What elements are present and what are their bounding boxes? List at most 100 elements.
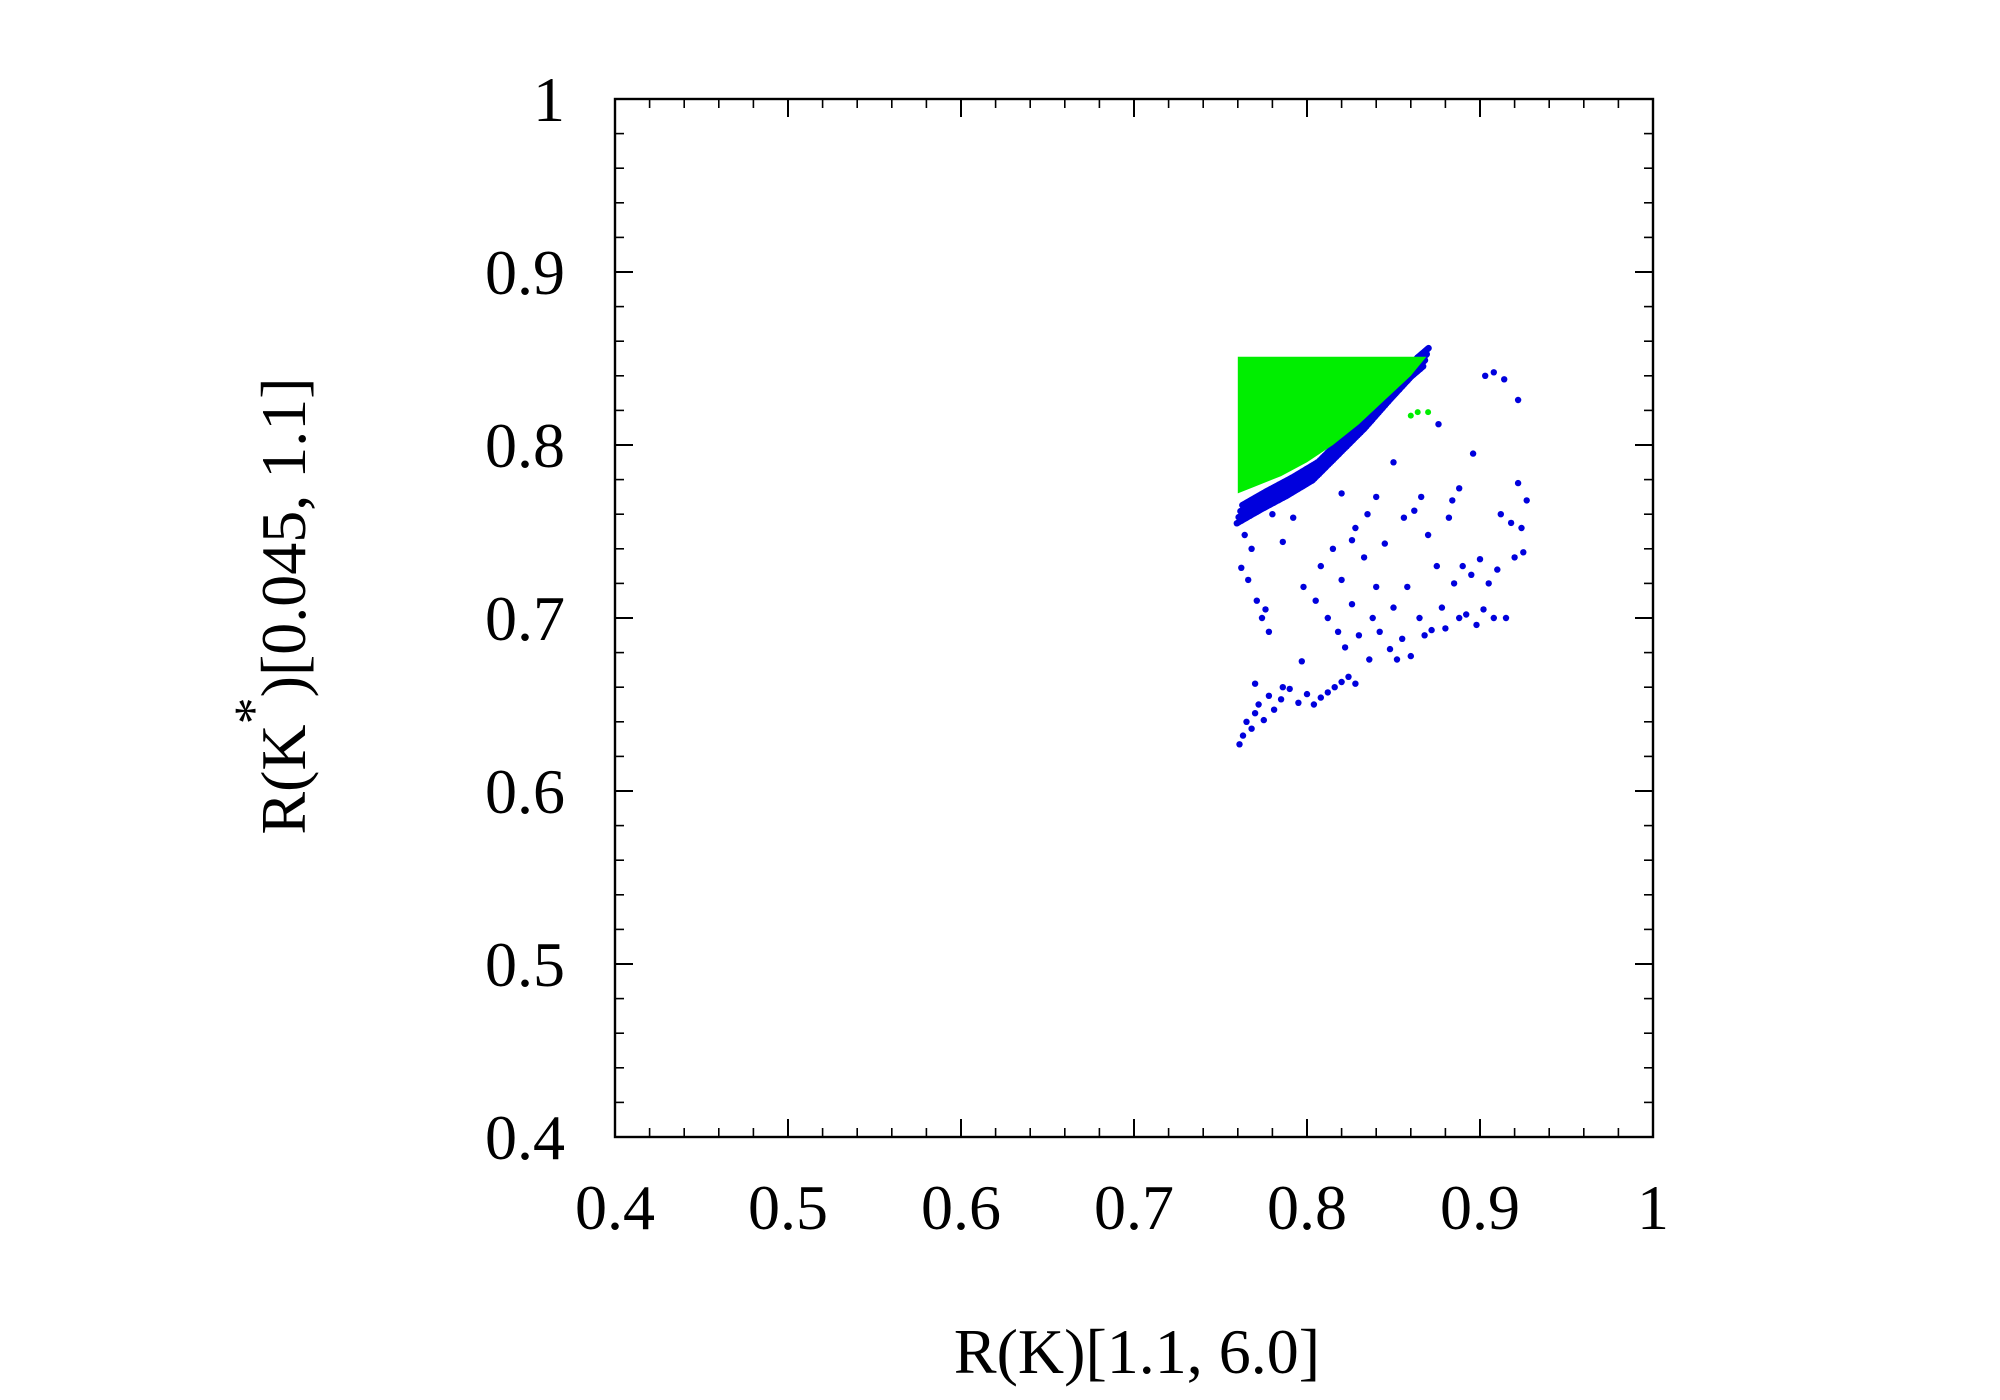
x-tick-label: 0.7 <box>1094 1172 1174 1243</box>
y-tick-label: 1 <box>533 64 565 135</box>
green-point <box>1414 409 1421 416</box>
blue-point <box>1428 626 1435 634</box>
blue-point <box>1399 635 1406 642</box>
blue-point <box>1341 644 1349 651</box>
blue-point <box>1456 485 1463 492</box>
blue-point <box>1390 459 1397 466</box>
blue-point <box>1421 632 1428 639</box>
blue-point <box>1418 493 1425 501</box>
blue-point <box>1507 519 1515 527</box>
blue-point <box>1433 562 1441 570</box>
series-blue-points <box>1233 344 1530 748</box>
x-tick-label: 0.8 <box>1267 1172 1347 1243</box>
blue-point <box>1445 514 1453 521</box>
blue-point <box>1300 583 1307 591</box>
blue-point <box>1476 556 1484 563</box>
blue-point <box>1480 606 1487 613</box>
blue-point <box>1262 606 1269 613</box>
blue-point <box>1425 344 1432 352</box>
blue-point <box>1514 396 1522 404</box>
blue-point <box>1329 545 1337 552</box>
x-tick-label: 1 <box>1637 1172 1669 1243</box>
blue-point <box>1424 531 1432 539</box>
blue-point <box>1523 497 1530 504</box>
y-tick-label: 0.9 <box>485 237 565 308</box>
blue-point <box>1239 732 1247 739</box>
blue-point <box>1265 692 1273 699</box>
blue-point <box>1260 716 1268 724</box>
blue-point <box>1348 601 1356 608</box>
blue-point <box>1317 562 1325 570</box>
blue-point <box>1355 632 1363 639</box>
y-axis-title-prefix: R(K <box>248 724 319 834</box>
blue-point <box>1236 741 1243 748</box>
blue-point <box>1286 685 1293 693</box>
blue-point <box>1248 725 1255 732</box>
blue-point <box>1279 684 1287 691</box>
blue-point <box>1253 597 1261 604</box>
y-axis-title-suffix: )[0.045, 1.1] <box>248 377 319 697</box>
blue-point <box>1303 690 1311 698</box>
blue-point <box>1420 363 1427 370</box>
svg-text:R(K*)[0.045, 1.1]: R(K*)[0.045, 1.1] <box>223 377 319 834</box>
y-tick-label: 0.8 <box>485 410 565 481</box>
blue-point <box>1331 684 1338 691</box>
plot-frame <box>613 97 1655 1139</box>
blue-point <box>1490 369 1498 376</box>
blue-point <box>1456 614 1463 622</box>
blue-point <box>1473 621 1480 629</box>
blue-point <box>1502 614 1510 622</box>
blue-point <box>1269 511 1276 518</box>
blue-point <box>1520 549 1527 556</box>
blue-point <box>1376 628 1383 635</box>
blue-point <box>1251 710 1259 717</box>
y-tick-label: 0.6 <box>485 756 565 827</box>
blue-point <box>1298 658 1306 665</box>
blue-point <box>1435 421 1442 428</box>
blue-point <box>1393 656 1401 663</box>
blue-point <box>1390 604 1397 611</box>
blue-point <box>1312 597 1319 604</box>
blue-point <box>1463 611 1470 618</box>
axes <box>613 97 1655 1139</box>
x-axis-title: R(K)[1.1, 6.0] <box>954 1316 1320 1387</box>
blue-point <box>1255 701 1262 708</box>
y-tick-label: 0.7 <box>485 583 565 654</box>
blue-point <box>1345 673 1352 680</box>
blue-point <box>1518 524 1525 532</box>
blue-point <box>1279 538 1287 546</box>
green-point <box>1425 409 1432 416</box>
blue-point <box>1241 531 1248 539</box>
blue-point <box>1243 718 1250 725</box>
y-tick-labels: 0.4 0.5 0.6 0.7 0.8 0.9 1 <box>485 64 565 1173</box>
blue-point <box>1438 604 1446 611</box>
blue-point <box>1270 706 1278 713</box>
blue-point <box>1334 628 1342 635</box>
blue-point <box>1324 689 1332 696</box>
blue-point <box>1338 678 1345 686</box>
blue-point <box>1238 564 1245 571</box>
blue-point <box>1366 656 1373 663</box>
green-dense-region <box>1237 356 1427 494</box>
blue-point <box>1369 614 1376 622</box>
blue-point <box>1485 580 1492 587</box>
blue-point <box>1381 540 1389 547</box>
blue-point <box>1497 511 1505 518</box>
blue-point <box>1364 511 1371 518</box>
x-tick-label: 0.5 <box>748 1172 828 1243</box>
blue-point <box>1373 493 1380 501</box>
blue-point <box>1490 614 1498 622</box>
series-green-points <box>1237 356 1432 494</box>
blue-point <box>1352 680 1359 687</box>
blue-point <box>1469 450 1477 457</box>
blue-point <box>1449 497 1456 504</box>
blue-point <box>1386 645 1394 653</box>
blue-point <box>1251 680 1259 687</box>
blue-point <box>1277 696 1285 703</box>
blue-point <box>1482 372 1489 379</box>
blue-point <box>1514 479 1522 487</box>
blue-point <box>1248 545 1255 552</box>
x-tick-label: 0.9 <box>1440 1172 1520 1243</box>
blue-point <box>1404 583 1411 591</box>
